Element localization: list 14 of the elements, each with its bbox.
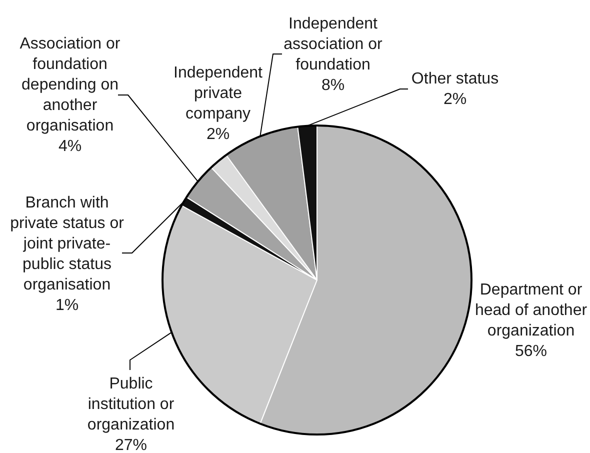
- slice-label: Independent private company: [174, 64, 264, 122]
- data-label: 2%: [206, 126, 230, 143]
- slice-label: Public institution or organization: [87, 375, 175, 434]
- slice-label: Association or foundation depending on another organisation: [20, 35, 121, 134]
- data-label: 1%: [55, 296, 79, 314]
- slice-label: Department or head of another organization: [474, 281, 588, 340]
- slice-label: Independent association or foundation: [284, 15, 384, 74]
- data-label: 8%: [321, 76, 345, 94]
- data-label: 2%: [443, 90, 467, 108]
- data-label: 56%: [514, 342, 548, 360]
- slice-label: Other status: [411, 70, 499, 88]
- data-label: 4%: [58, 138, 82, 155]
- data-label: 27%: [114, 436, 148, 453]
- slice-label: Branch with private status or joint private-public status organisation: [10, 194, 125, 294]
